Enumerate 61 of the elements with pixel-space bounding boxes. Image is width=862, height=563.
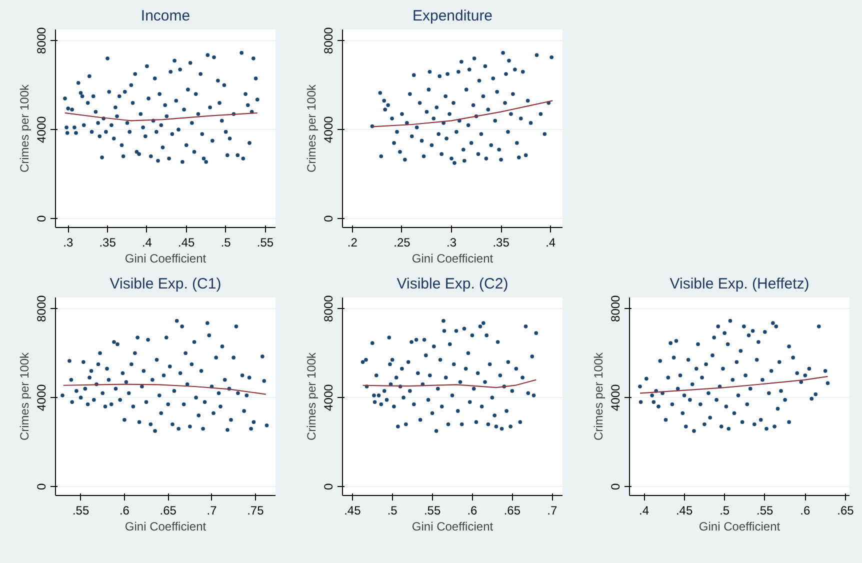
- x-tick-label: .35: [99, 236, 116, 250]
- x-tick-label: .5: [220, 236, 232, 250]
- x-tick-label: .4: [639, 504, 650, 518]
- x-tick-label: .7: [206, 504, 218, 518]
- x-tick-label: .45: [178, 236, 196, 250]
- x-axis-title: Gini Coefficient: [412, 520, 494, 534]
- x-tick-label: .65: [837, 504, 854, 518]
- x-axis-title: Gini Coefficient: [412, 252, 494, 266]
- y-tick-label: 4000: [608, 384, 622, 411]
- line-series: [372, 100, 554, 128]
- y-tick-label: 8000: [34, 26, 48, 54]
- x-tick-label: .3: [63, 236, 74, 250]
- x-tick-label: .7: [547, 504, 558, 518]
- y-tick-label: 4000: [322, 116, 336, 143]
- y-tick-label: 0: [322, 482, 336, 490]
- y-tick-label: 8000: [34, 294, 48, 322]
- chart-title: Visible Exp. (C2): [396, 276, 508, 292]
- chart-title: Visible Exp. (Heffetz): [670, 276, 810, 292]
- x-tick-label: .45: [344, 504, 362, 518]
- x-tick-label: .5: [387, 504, 398, 518]
- x-tick-label: .35: [492, 236, 510, 250]
- y-axis-title: Crimes per 100k: [304, 351, 318, 441]
- x-tick-label: .65: [504, 504, 521, 518]
- line-series: [639, 376, 828, 394]
- y-tick-label: 0: [608, 482, 622, 490]
- x-tick-label: .6: [119, 504, 130, 518]
- x-tick-label: .5: [720, 504, 730, 518]
- x-tick-label: .55: [256, 236, 274, 250]
- chart-title: Expenditure: [412, 8, 493, 24]
- y-tick-label: 4000: [322, 384, 336, 411]
- x-tick-label: .4: [142, 236, 152, 250]
- x-tick-label: .55: [424, 504, 441, 518]
- x-axis-title: Gini Coefficient: [124, 520, 207, 534]
- y-tick-label: 0: [34, 482, 48, 490]
- chart-title: Income: [140, 8, 190, 24]
- x-tick-label: .65: [160, 504, 177, 518]
- x-axis-title: Gini Coefficient: [124, 252, 207, 266]
- line-series: [64, 112, 258, 122]
- y-tick-label: 4000: [34, 116, 48, 143]
- x-tick-label: .6: [467, 504, 478, 518]
- x-axis-title: Gini Coefficient: [698, 520, 781, 534]
- y-tick-label: 0: [34, 214, 48, 222]
- x-tick-label: .45: [676, 504, 693, 518]
- y-tick-label: 8000: [322, 294, 336, 322]
- x-tick-label: .3: [446, 236, 457, 250]
- y-tick-label: 4000: [34, 384, 48, 411]
- x-tick-label: .4: [546, 236, 556, 250]
- y-tick-label: 8000: [608, 294, 622, 322]
- y-tick-label: 0: [322, 214, 336, 222]
- x-tick-label: .75: [247, 504, 264, 518]
- y-axis-title: Crimes per 100k: [304, 83, 318, 173]
- x-tick-label: .2: [347, 236, 358, 250]
- x-tick-label: .55: [756, 504, 774, 518]
- x-tick-label: .25: [394, 236, 411, 250]
- y-tick-label: 8000: [322, 26, 336, 54]
- y-axis-title: Crimes per 100k: [18, 83, 32, 173]
- y-axis-title: Crimes per 100k: [592, 351, 606, 441]
- x-tick-label: .55: [72, 504, 90, 518]
- y-axis-title: Crimes per 100k: [18, 351, 32, 441]
- x-tick-label: .6: [800, 504, 811, 518]
- chart-title: Visible Exp. (C1): [110, 276, 222, 292]
